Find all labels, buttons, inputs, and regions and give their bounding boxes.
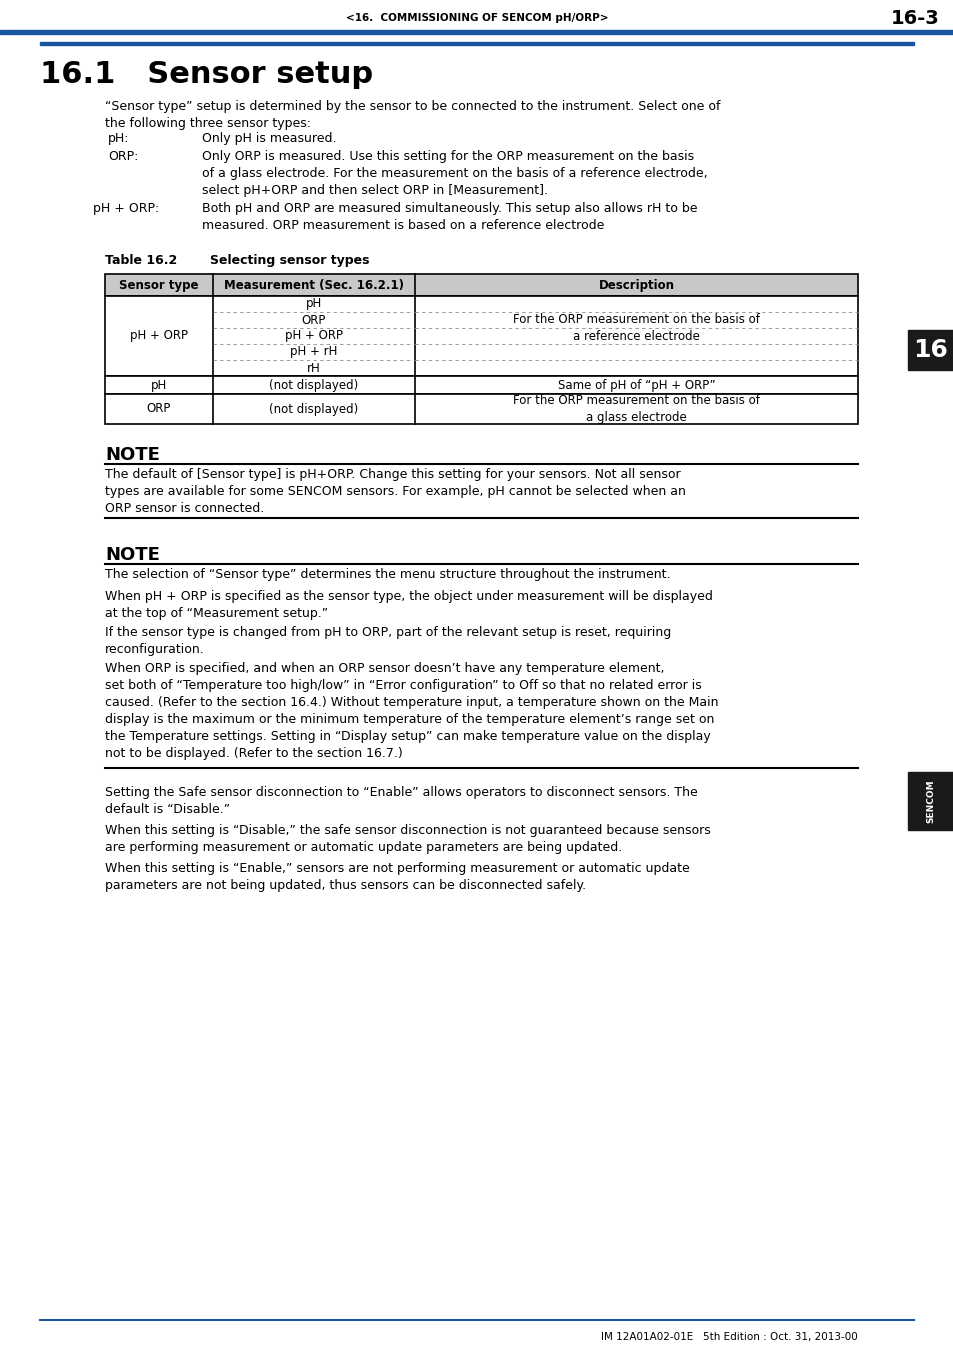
Text: rH: rH bbox=[307, 362, 320, 374]
Text: NOTE: NOTE bbox=[105, 545, 160, 564]
Text: If the sensor type is changed from pH to ORP, part of the relevant setup is rese: If the sensor type is changed from pH to… bbox=[105, 626, 671, 656]
Text: Table 16.2: Table 16.2 bbox=[105, 254, 177, 267]
Text: 16-3: 16-3 bbox=[890, 8, 939, 27]
Text: <16.  COMMISSIONING OF SENCOM pH/ORP>: <16. COMMISSIONING OF SENCOM pH/ORP> bbox=[345, 14, 608, 23]
Text: Selecting sensor types: Selecting sensor types bbox=[210, 254, 369, 267]
Text: Both pH and ORP are measured simultaneously. This setup also allows rH to be
mea: Both pH and ORP are measured simultaneou… bbox=[202, 202, 697, 232]
Bar bbox=[907, 772, 953, 830]
Text: pH: pH bbox=[151, 378, 167, 392]
Text: pH + ORP: pH + ORP bbox=[130, 329, 188, 343]
Text: pH + ORP: pH + ORP bbox=[285, 329, 343, 343]
Text: SENCOM: SENCOM bbox=[925, 779, 935, 822]
Text: Same of pH of “pH + ORP”: Same of pH of “pH + ORP” bbox=[558, 378, 715, 392]
Text: Setting the Safe sensor disconnection to “Enable” allows operators to disconnect: Setting the Safe sensor disconnection to… bbox=[105, 786, 697, 815]
Bar bbox=[105, 296, 857, 377]
Text: For the ORP measurement on the basis of
a glass electrode: For the ORP measurement on the basis of … bbox=[513, 394, 760, 424]
Bar bbox=[907, 329, 953, 370]
Text: pH:: pH: bbox=[108, 132, 130, 144]
Text: Description: Description bbox=[598, 278, 674, 292]
Bar bbox=[105, 274, 857, 296]
Text: pH + ORP:: pH + ORP: bbox=[92, 202, 159, 215]
Text: When this setting is “Enable,” sensors are not performing measurement or automat: When this setting is “Enable,” sensors a… bbox=[105, 863, 689, 892]
Text: For the ORP measurement on the basis of
a reference electrode: For the ORP measurement on the basis of … bbox=[513, 313, 760, 343]
Text: When this setting is “Disable,” the safe sensor disconnection is not guaranteed : When this setting is “Disable,” the safe… bbox=[105, 824, 710, 855]
Text: NOTE: NOTE bbox=[105, 446, 160, 464]
Bar bbox=[105, 394, 857, 424]
Text: When pH + ORP is specified as the sensor type, the object under measurement will: When pH + ORP is specified as the sensor… bbox=[105, 590, 712, 620]
Bar bbox=[105, 377, 857, 394]
Text: ORP:: ORP: bbox=[108, 150, 138, 163]
Text: When ORP is specified, and when an ORP sensor doesn’t have any temperature eleme: When ORP is specified, and when an ORP s… bbox=[105, 662, 718, 760]
Text: ORP: ORP bbox=[147, 402, 171, 416]
Text: The default of [Sensor type] is pH+ORP. Change this setting for your sensors. No: The default of [Sensor type] is pH+ORP. … bbox=[105, 468, 685, 514]
Bar bbox=[0, 30, 953, 34]
Text: 16.1   Sensor setup: 16.1 Sensor setup bbox=[40, 59, 373, 89]
Bar bbox=[40, 42, 913, 45]
Text: ORP: ORP bbox=[301, 313, 326, 327]
Text: 16: 16 bbox=[913, 338, 947, 362]
Text: The selection of “Sensor type” determines the menu structure throughout the inst: The selection of “Sensor type” determine… bbox=[105, 568, 670, 580]
Text: (not displayed): (not displayed) bbox=[269, 402, 358, 416]
Text: Only pH is measured.: Only pH is measured. bbox=[202, 132, 336, 144]
Text: Sensor type: Sensor type bbox=[119, 278, 198, 292]
Text: (not displayed): (not displayed) bbox=[269, 378, 358, 392]
Text: Measurement (Sec. 16.2.1): Measurement (Sec. 16.2.1) bbox=[224, 278, 403, 292]
Text: pH: pH bbox=[306, 297, 322, 310]
Text: “Sensor type” setup is determined by the sensor to be connected to the instrumen: “Sensor type” setup is determined by the… bbox=[105, 100, 720, 130]
Text: pH + rH: pH + rH bbox=[290, 346, 337, 359]
Text: IM 12A01A02-01E   5th Edition : Oct. 31, 2013-00: IM 12A01A02-01E 5th Edition : Oct. 31, 2… bbox=[600, 1332, 857, 1342]
Text: Only ORP is measured. Use this setting for the ORP measurement on the basis
of a: Only ORP is measured. Use this setting f… bbox=[202, 150, 707, 197]
